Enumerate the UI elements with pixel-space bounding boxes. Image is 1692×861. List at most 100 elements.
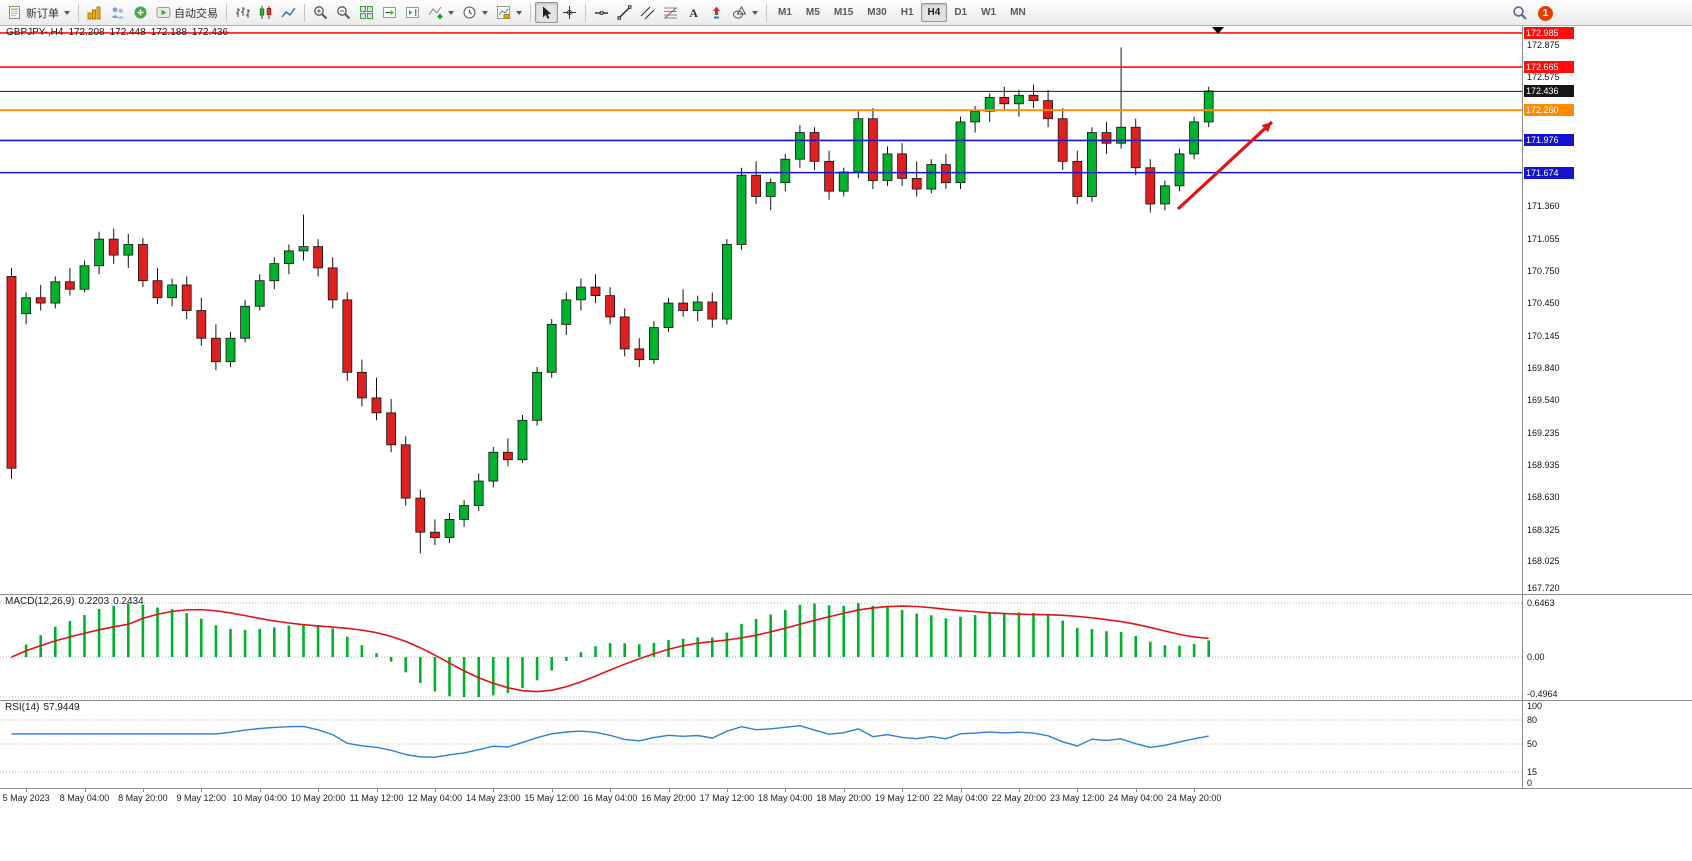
caret-down-icon: [64, 10, 70, 15]
indicators-button[interactable]: [424, 2, 458, 23]
price-tick: 168.325: [1527, 524, 1560, 535]
time-axis-tick: [960, 789, 962, 792]
toolbar: 新订单 自动交易 A M1 M5 M15 M30 H1 H4 D1 W1 MN 1: [0, 0, 1692, 26]
price-tick: 172.575: [1527, 71, 1560, 82]
time-axis-tick: [318, 789, 320, 792]
price-tick: 170.450: [1527, 298, 1560, 309]
timeframe-d1-label: D1: [954, 7, 968, 18]
profiles-button[interactable]: [106, 2, 129, 23]
rsi-chart[interactable]: [0, 701, 1522, 788]
rsi-indicator-label: RSI(14) 57.9449: [5, 702, 84, 713]
tile-windows-icon: [359, 5, 374, 20]
hline-icon: [594, 5, 609, 20]
chart-open: 172.208: [68, 27, 105, 38]
tile-windows-button[interactable]: [355, 2, 378, 23]
rsi-name: RSI(14): [5, 702, 40, 713]
chart-close: 172.436: [191, 27, 229, 38]
time-axis-label: 19 May 12:00: [874, 793, 930, 803]
svg-text:A: A: [689, 6, 698, 20]
horizontal-line-button[interactable]: [590, 2, 613, 23]
timeframe-m1-label: M1: [778, 7, 792, 18]
templates-icon: [496, 5, 511, 20]
macd-axis-tick: -0.4964: [1527, 689, 1558, 699]
periods-button[interactable]: [458, 2, 492, 23]
time-axis-tick: [142, 789, 144, 792]
horizontal-level-lines[interactable]: [0, 32, 1522, 174]
timeframe-mn[interactable]: MN: [1003, 3, 1033, 22]
timeframe-m30[interactable]: M30: [860, 3, 893, 22]
auto-trading-button[interactable]: 自动交易: [152, 2, 222, 24]
equidistant-channel-button[interactable]: [636, 2, 659, 23]
timeframe-m15[interactable]: M15: [827, 3, 860, 22]
fibonacci-button[interactable]: [659, 2, 682, 23]
candlestick-chart-type-button[interactable]: [254, 2, 277, 23]
candlestick-chart[interactable]: [0, 26, 1522, 594]
time-axis-tick: [1194, 789, 1196, 792]
time-axis-label: 8 May 04:00: [59, 793, 110, 803]
toolbar-left-groups: 新订单 自动交易 A M1 M5 M15 M30 H1 H4 D1 W1 MN: [4, 2, 1033, 24]
timeframe-m30-label: M30: [867, 7, 887, 18]
time-axis-label: 14 May 23:00: [466, 793, 521, 803]
channel-icon: [640, 5, 655, 20]
price-tick: 168.935: [1527, 459, 1560, 470]
trendline-icon: [617, 5, 632, 20]
periods-icon: [462, 5, 477, 20]
templates-button[interactable]: [492, 2, 526, 23]
timeframe-m5[interactable]: M5: [799, 3, 827, 22]
chart-shift-marker[interactable]: [1212, 27, 1224, 34]
macd-signal-line: [11, 605, 1209, 693]
trend-arrow-annotation[interactable]: [1176, 120, 1274, 211]
trendline-button[interactable]: [613, 2, 636, 23]
zoom-out-button[interactable]: [332, 2, 355, 23]
timeframe-d1[interactable]: D1: [947, 3, 974, 22]
main-chart-panel: GBPJPY-,H4 172.208 172.448 172.188 172.436 1…: [0, 26, 1692, 595]
macd-chart[interactable]: [0, 595, 1522, 700]
chart-shift-button[interactable]: [401, 2, 424, 23]
toolbar-separator: [585, 3, 586, 22]
time-axis-tick: [843, 789, 845, 792]
macd-plot[interactable]: MACD(12,26,9) 0.2203 0.2434: [0, 595, 1522, 700]
time-axis-tick: [259, 789, 261, 792]
new-order-button[interactable]: 新订单: [4, 2, 74, 24]
text-button[interactable]: A: [682, 2, 705, 23]
time-axis-label: 24 May 04:00: [1108, 793, 1163, 803]
time-axis-tick: [610, 789, 612, 792]
crosshair-button[interactable]: [558, 2, 581, 23]
price-tick: 170.750: [1527, 266, 1560, 277]
time-axis-label: 18 May 04:00: [758, 793, 813, 803]
toolbar-separator: [78, 3, 79, 22]
arrows-button[interactable]: [705, 2, 728, 23]
price-axis: 172.985 172.875 172.665 172.575 172.436 172.2…: [1522, 26, 1576, 594]
timeframe-m1[interactable]: M1: [771, 3, 799, 22]
zoom-in-button[interactable]: [309, 2, 332, 23]
time-axis-label: 10 May 20:00: [290, 793, 346, 803]
time-axis-label: 9 May 12:00: [176, 793, 227, 803]
shapes-button[interactable]: [728, 2, 762, 23]
bar-chart-type-button[interactable]: [231, 2, 254, 23]
line-chart-icon: [281, 5, 296, 20]
timeframe-h1[interactable]: H1: [894, 3, 921, 22]
price-badge: 172.260: [1524, 104, 1574, 117]
time-axis-tick: [1077, 789, 1079, 792]
main-chart-plot[interactable]: GBPJPY-,H4 172.208 172.448 172.188 172.436: [0, 26, 1522, 594]
rsi-value: 57.9449: [43, 702, 80, 713]
timeframe-w1[interactable]: W1: [974, 3, 1003, 22]
navigator-button[interactable]: [129, 2, 152, 23]
market-watch-button[interactable]: [83, 2, 106, 23]
macd-histogram: [10, 603, 1210, 697]
navigator-icon: [133, 5, 148, 20]
line-chart-type-button[interactable]: [277, 2, 300, 23]
toolbar-separator: [766, 3, 767, 22]
time-axis-tick: [1018, 789, 1020, 792]
new-order-icon: [8, 5, 23, 20]
time-axis-label: 24 May 20:00: [1166, 793, 1222, 803]
timeframe-h4-label: H4: [927, 7, 941, 18]
cursor-button[interactable]: [535, 2, 558, 23]
auto-scroll-button[interactable]: [378, 2, 401, 23]
search-button[interactable]: [1508, 2, 1532, 24]
price-tick: 167.720: [1527, 583, 1560, 593]
timeframe-h4[interactable]: H4: [920, 3, 948, 22]
time-axis-tick: [84, 789, 86, 792]
notification-badge[interactable]: 1: [1538, 5, 1553, 21]
rsi-plot[interactable]: RSI(14) 57.9449: [0, 701, 1522, 788]
